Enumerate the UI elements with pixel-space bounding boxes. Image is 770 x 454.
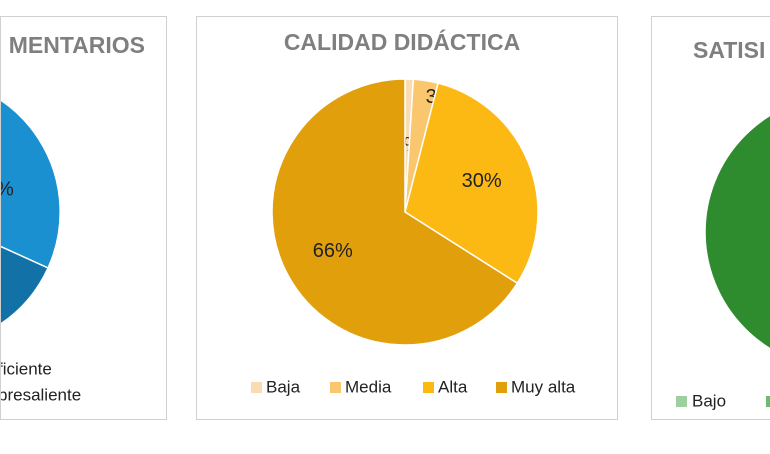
legend-label: Media xyxy=(345,377,392,396)
legend-label: Alta xyxy=(438,377,468,396)
panel-border xyxy=(196,16,618,420)
pie-slice xyxy=(404,82,539,285)
right-panel: SATISI Bajo xyxy=(676,37,770,410)
chart-title: CALIDAD DIDÁCTICA xyxy=(284,28,520,55)
legend-swatch xyxy=(676,396,687,407)
pie-slice xyxy=(704,114,770,350)
legend-swatch xyxy=(251,382,262,393)
legend-swatch xyxy=(496,382,507,393)
legend-swatch xyxy=(423,382,434,393)
legend-label: ficiente xyxy=(0,359,52,378)
panel-title: SATISI xyxy=(693,37,765,63)
slice-label: % xyxy=(0,178,14,200)
panel-title: MENTARIOS xyxy=(9,32,145,58)
legend-label: Muy alta xyxy=(511,377,576,396)
legend-label: bresaliente xyxy=(0,385,81,404)
data-label: 66% xyxy=(313,240,353,262)
pie-slice xyxy=(271,78,519,346)
legend-label: Bajo xyxy=(692,391,726,410)
left-panel: % MENTARIOS ficiente bresaliente xyxy=(0,32,145,404)
panel-border xyxy=(651,16,770,420)
legend-swatch xyxy=(766,396,770,407)
pie-slice xyxy=(0,245,49,326)
pie: 1%3%30%66% xyxy=(271,78,539,346)
panel-border xyxy=(0,16,167,420)
legend-swatch xyxy=(330,382,341,393)
data-label: 30% xyxy=(462,170,502,192)
pie-slice xyxy=(0,98,61,269)
legend-label: Baja xyxy=(266,377,301,396)
